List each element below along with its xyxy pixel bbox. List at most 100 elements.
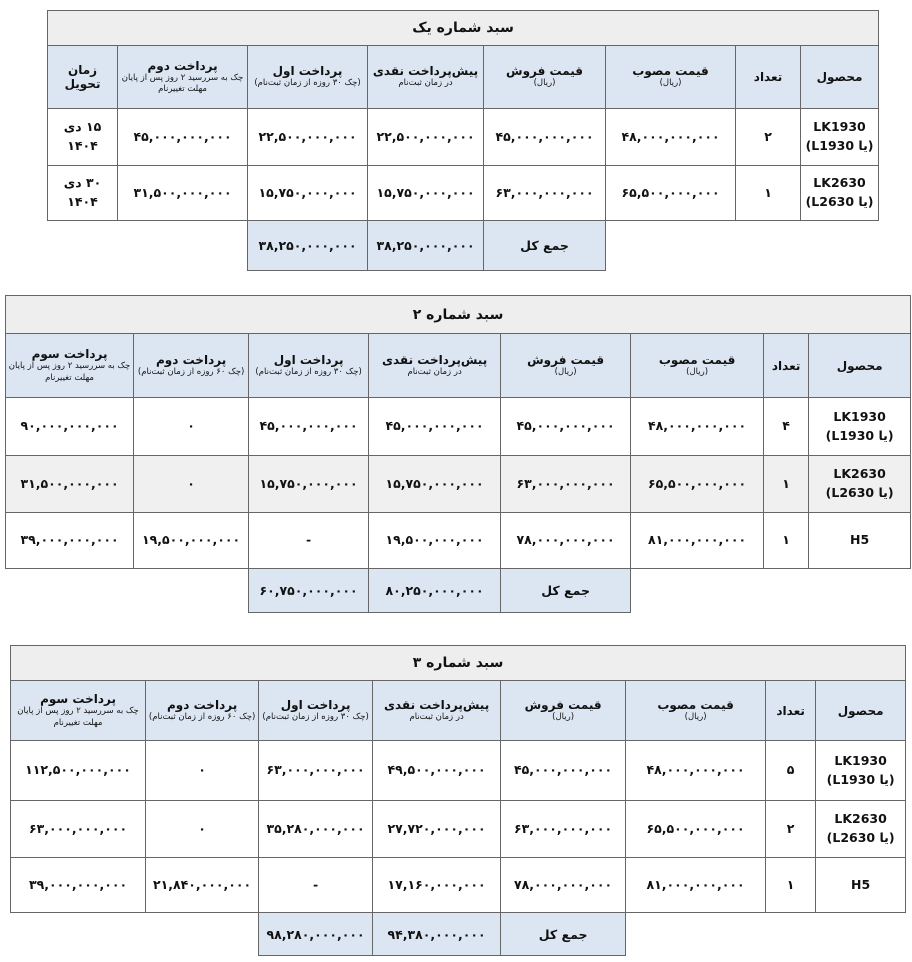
header-cell: محصول: [800, 45, 880, 109]
header-row: محصول تعداد قیمت مصوب (ریال) قیمت فروش (ریال)…: [9, 680, 907, 741]
cell-text: ۸۱,۰۰۰,۰۰۰,۰۰۰: [646, 876, 745, 892]
data-cell: ۳۱,۵۰۰,۰۰۰,۰۰۰: [4, 455, 135, 513]
data-cell: ۶۳,۰۰۰,۰۰۰,۰۰۰: [9, 800, 147, 858]
cell-text: ۱: [764, 184, 772, 200]
header-title: قیمت فروش: [524, 697, 602, 712]
total-value: ۸۰,۲۵۰,۰۰۰,۰۰۰: [368, 568, 502, 613]
header-title: قیمت فروش: [527, 352, 605, 367]
total-row: جمع کل ۹۴,۳۸۰,۰۰۰,۰۰۰ ۹۸,۲۸۰,۰۰۰,۰۰۰: [11, 912, 906, 956]
data-cell: ۲۷,۷۲۰,۰۰۰,۰۰۰: [372, 800, 502, 858]
data-cell: ۳۰ دی ۱۴۰۴: [46, 165, 119, 221]
cell-text: H5: [851, 876, 871, 892]
data-cell: ۱۵ دی ۱۴۰۴: [46, 108, 119, 166]
cell-text: ۱۹,۵۰۰,۰۰۰,۰۰۰: [385, 532, 484, 548]
cell-text: ۱۵,۷۵۰,۰۰۰,۰۰۰: [259, 475, 358, 491]
data-cell: ۴۵,۰۰۰,۰۰۰,۰۰۰: [500, 740, 627, 801]
data-cell: ۱۹,۵۰۰,۰۰۰,۰۰۰: [368, 512, 502, 569]
data-cell: ۶۳,۰۰۰,۰۰۰,۰۰۰: [500, 455, 632, 513]
cell-line: (یا L1930): [826, 771, 895, 787]
cell-text: ۴۵,۰۰۰,۰۰۰,۰۰۰: [133, 128, 232, 144]
cell-text: ۴۵,۰۰۰,۰۰۰,۰۰۰: [495, 128, 594, 144]
cell-text: ۱۵,۷۵۰,۰۰۰,۰۰۰: [258, 184, 357, 200]
data-cell: ۳۹,۰۰۰,۰۰۰,۰۰۰: [9, 857, 147, 913]
cell-text: ۶۵,۵۰۰,۰۰۰,۰۰۰: [646, 820, 745, 836]
data-cell: ۱۵,۷۵۰,۰۰۰,۰۰۰: [367, 165, 485, 221]
data-cell: ۱۱۲,۵۰۰,۰۰۰,۰۰۰: [9, 740, 147, 801]
header-cell: پرداخت دوم (چک ۶۰ روزه از زمان ثبت‌نام): [145, 680, 260, 741]
header-cell: پرداخت اول (چک ۳۰ روزه از زمان ثبت‌نام): [247, 45, 369, 109]
data-cell: ۴۵,۰۰۰,۰۰۰,۰۰۰: [248, 397, 370, 456]
cell-line: LK2630: [834, 811, 887, 827]
cell-text: ۴۵,۰۰۰,۰۰۰,۰۰۰: [514, 762, 613, 778]
cell-line: ۱۴۰۴: [67, 194, 98, 209]
header-title: پیش‌پرداخت نقدی: [372, 64, 479, 79]
header-cell: پیش‌پرداخت نقدی در زمان ثبت‌نام: [372, 680, 502, 741]
data-cell: ۰: [133, 397, 250, 456]
cell-line: LK2630: [813, 175, 866, 191]
header-title: پرداخت اول: [272, 64, 343, 79]
data-cell: ۱: [735, 165, 802, 221]
header-note: (چک ۳۰ روزه از زمان ثبت‌نام): [262, 711, 369, 722]
data-row: LK2630 (یا L2630) ۱ ۶۵,۵۰۰,۰۰۰,۰۰۰ ۶۳,۰۰۰,۰۰…: [4, 455, 912, 513]
data-cell: ۴۵,۰۰۰,۰۰۰,۰۰۰: [368, 397, 502, 456]
data-cell: ۱۹,۵۰۰,۰۰۰,۰۰۰: [133, 512, 250, 569]
header-title: پرداخت دوم: [147, 58, 218, 73]
total-value: ۹۴,۳۸۰,۰۰۰,۰۰۰: [372, 912, 502, 956]
cell-text: -: [313, 876, 319, 892]
header-title: پرداخت سوم: [40, 692, 116, 707]
cell-text: ۳۱,۵۰۰,۰۰۰,۰۰۰: [20, 475, 119, 491]
header-title: پرداخت اول: [273, 352, 344, 367]
header-title: پرداخت سوم: [31, 347, 108, 362]
header-cell: محصول: [808, 333, 912, 398]
total-label: جمع کل: [483, 220, 607, 271]
header-note: (ریال): [659, 78, 682, 89]
table-title: سبد شماره ۲: [4, 295, 912, 334]
header-cell: پیش‌پرداخت نقدی در زمان ثبت‌نام: [368, 333, 502, 398]
cell-text: ۱۵,۷۵۰,۰۰۰,۰۰۰: [376, 184, 475, 200]
data-cell: ۲۲,۵۰۰,۰۰۰,۰۰۰: [247, 108, 369, 166]
cell-text: ۶۳,۰۰۰,۰۰۰,۰۰۰: [516, 475, 615, 491]
cell-text: ۸۱,۰۰۰,۰۰۰,۰۰۰: [648, 532, 747, 548]
data-row: LK1930 (یا L1930) ۵ ۴۸,۰۰۰,۰۰۰,۰۰۰ ۴۵,۰۰۰,۰۰…: [9, 740, 907, 801]
cell-text: ۰: [187, 475, 195, 491]
cell-line: ۱۵ دی: [63, 119, 102, 135]
cell-text: ۲۲,۵۰۰,۰۰۰,۰۰۰: [258, 128, 357, 144]
total-value: ۶۰,۷۵۰,۰۰۰,۰۰۰: [248, 568, 370, 613]
blank-cell: [809, 569, 911, 613]
data-cell: ۸۱,۰۰۰,۰۰۰,۰۰۰: [630, 512, 765, 569]
data-cell: ۱۵,۷۵۰,۰۰۰,۰۰۰: [248, 455, 370, 513]
data-cell: ۰: [145, 800, 260, 858]
cell-text: ۱۵,۷۵۰,۰۰۰,۰۰۰: [385, 475, 484, 491]
cell-line: (یا L1930): [825, 427, 894, 443]
data-cell: ۴۵,۰۰۰,۰۰۰,۰۰۰: [483, 108, 607, 166]
header-cell: پرداخت دوم چک به سررسید ۲ روز پس از پایان…: [117, 45, 249, 109]
cell-text: ۴۵,۰۰۰,۰۰۰,۰۰۰: [259, 418, 358, 434]
total-value: ۹۸,۲۸۰,۰۰۰,۰۰۰: [258, 912, 374, 956]
data-cell: ۴۸,۰۰۰,۰۰۰,۰۰۰: [605, 108, 737, 166]
cell-text: ۱۱۲,۵۰۰,۰۰۰,۰۰۰: [25, 762, 131, 778]
cell-line: ۳۰ دی: [63, 175, 102, 191]
header-note: چک به سررسید ۲ روز پس از پایان مهلت تغیی…: [8, 361, 131, 383]
data-cell: ۰: [133, 455, 250, 513]
header-title: تعداد: [771, 358, 801, 373]
data-cell: ۱: [763, 455, 810, 513]
cell-text: ۰: [198, 762, 206, 778]
data-cell: ۱۵,۷۵۰,۰۰۰,۰۰۰: [368, 455, 502, 513]
header-note: چک به سررسید ۲ روز پس از پایان مهلت تغیی…: [121, 72, 244, 94]
data-cell: ۴۹,۵۰۰,۰۰۰,۰۰۰: [372, 740, 502, 801]
data-cell: ۵: [765, 740, 817, 801]
cell-text: ۲۱,۸۴۰,۰۰۰,۰۰۰: [153, 876, 252, 892]
cell-text: ۷۸,۰۰۰,۰۰۰,۰۰۰: [514, 876, 613, 892]
header-title: محصول: [837, 703, 884, 718]
cell-text: ۴۸,۰۰۰,۰۰۰,۰۰۰: [621, 128, 720, 144]
cell-line: (یا L2630): [805, 194, 874, 209]
cell-text: ۷۸,۰۰۰,۰۰۰,۰۰۰: [516, 532, 615, 548]
header-title: قیمت مصوب: [632, 64, 709, 79]
data-cell: LK2630 (یا L2630): [800, 165, 880, 221]
data-cell: ۱: [765, 857, 817, 913]
data-cell: ۶۳,۰۰۰,۰۰۰,۰۰۰: [483, 165, 607, 221]
blank-cell: [11, 913, 146, 956]
blank-cell: [816, 913, 906, 956]
header-cell: پرداخت سوم چک به سررسید ۲ روز پس از پایان…: [9, 680, 147, 741]
cell-text: ۱: [786, 876, 795, 892]
